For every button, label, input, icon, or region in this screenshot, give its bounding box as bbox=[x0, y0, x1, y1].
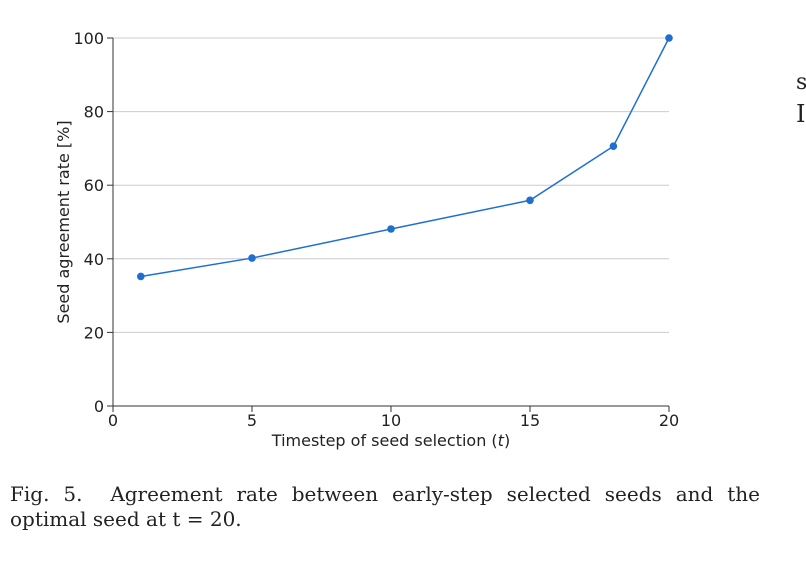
caption-label: Fig. 5. bbox=[10, 482, 83, 506]
data-point bbox=[609, 142, 618, 150]
y-tick-label: 40 bbox=[84, 250, 104, 269]
tick-labels: 0 20 40 60 80 100 0 5 10 15 20 bbox=[73, 29, 679, 430]
y-tick-label: 20 bbox=[84, 323, 104, 342]
grid-lines bbox=[113, 37, 669, 333]
data-point bbox=[665, 34, 673, 42]
data-point bbox=[137, 272, 145, 281]
figure-caption: Fig. 5. Agreement rate between early-ste… bbox=[10, 482, 760, 532]
x-tick-label: 15 bbox=[520, 411, 540, 430]
y-tick-label: 0 bbox=[94, 397, 104, 416]
line-chart: 0 20 40 60 80 100 0 5 10 15 20 Timestep of seed se… bbox=[54, 29, 679, 450]
x-tick-label: 5 bbox=[247, 411, 257, 430]
side-fragment-1: s bbox=[796, 70, 806, 95]
series bbox=[137, 34, 673, 281]
x-tick-label: 0 bbox=[108, 411, 118, 430]
series-line bbox=[140, 37, 670, 278]
data-point bbox=[526, 196, 534, 205]
y-axis-label: Seed agreement rate [%] bbox=[54, 120, 73, 323]
caption-text: Agreement rate between early-step select… bbox=[10, 482, 760, 531]
axes bbox=[107, 37, 670, 412]
y-tick-label: 100 bbox=[73, 29, 104, 48]
side-fragment-2: I bbox=[796, 100, 806, 128]
x-axis-label: Timestep of seed selection (t) bbox=[271, 431, 510, 450]
data-point bbox=[248, 254, 256, 262]
y-tick-label: 60 bbox=[84, 176, 104, 195]
data-point bbox=[387, 225, 395, 233]
x-tick-label: 20 bbox=[659, 411, 679, 430]
x-tick-label: 10 bbox=[381, 411, 401, 430]
y-tick-label: 80 bbox=[84, 103, 104, 122]
